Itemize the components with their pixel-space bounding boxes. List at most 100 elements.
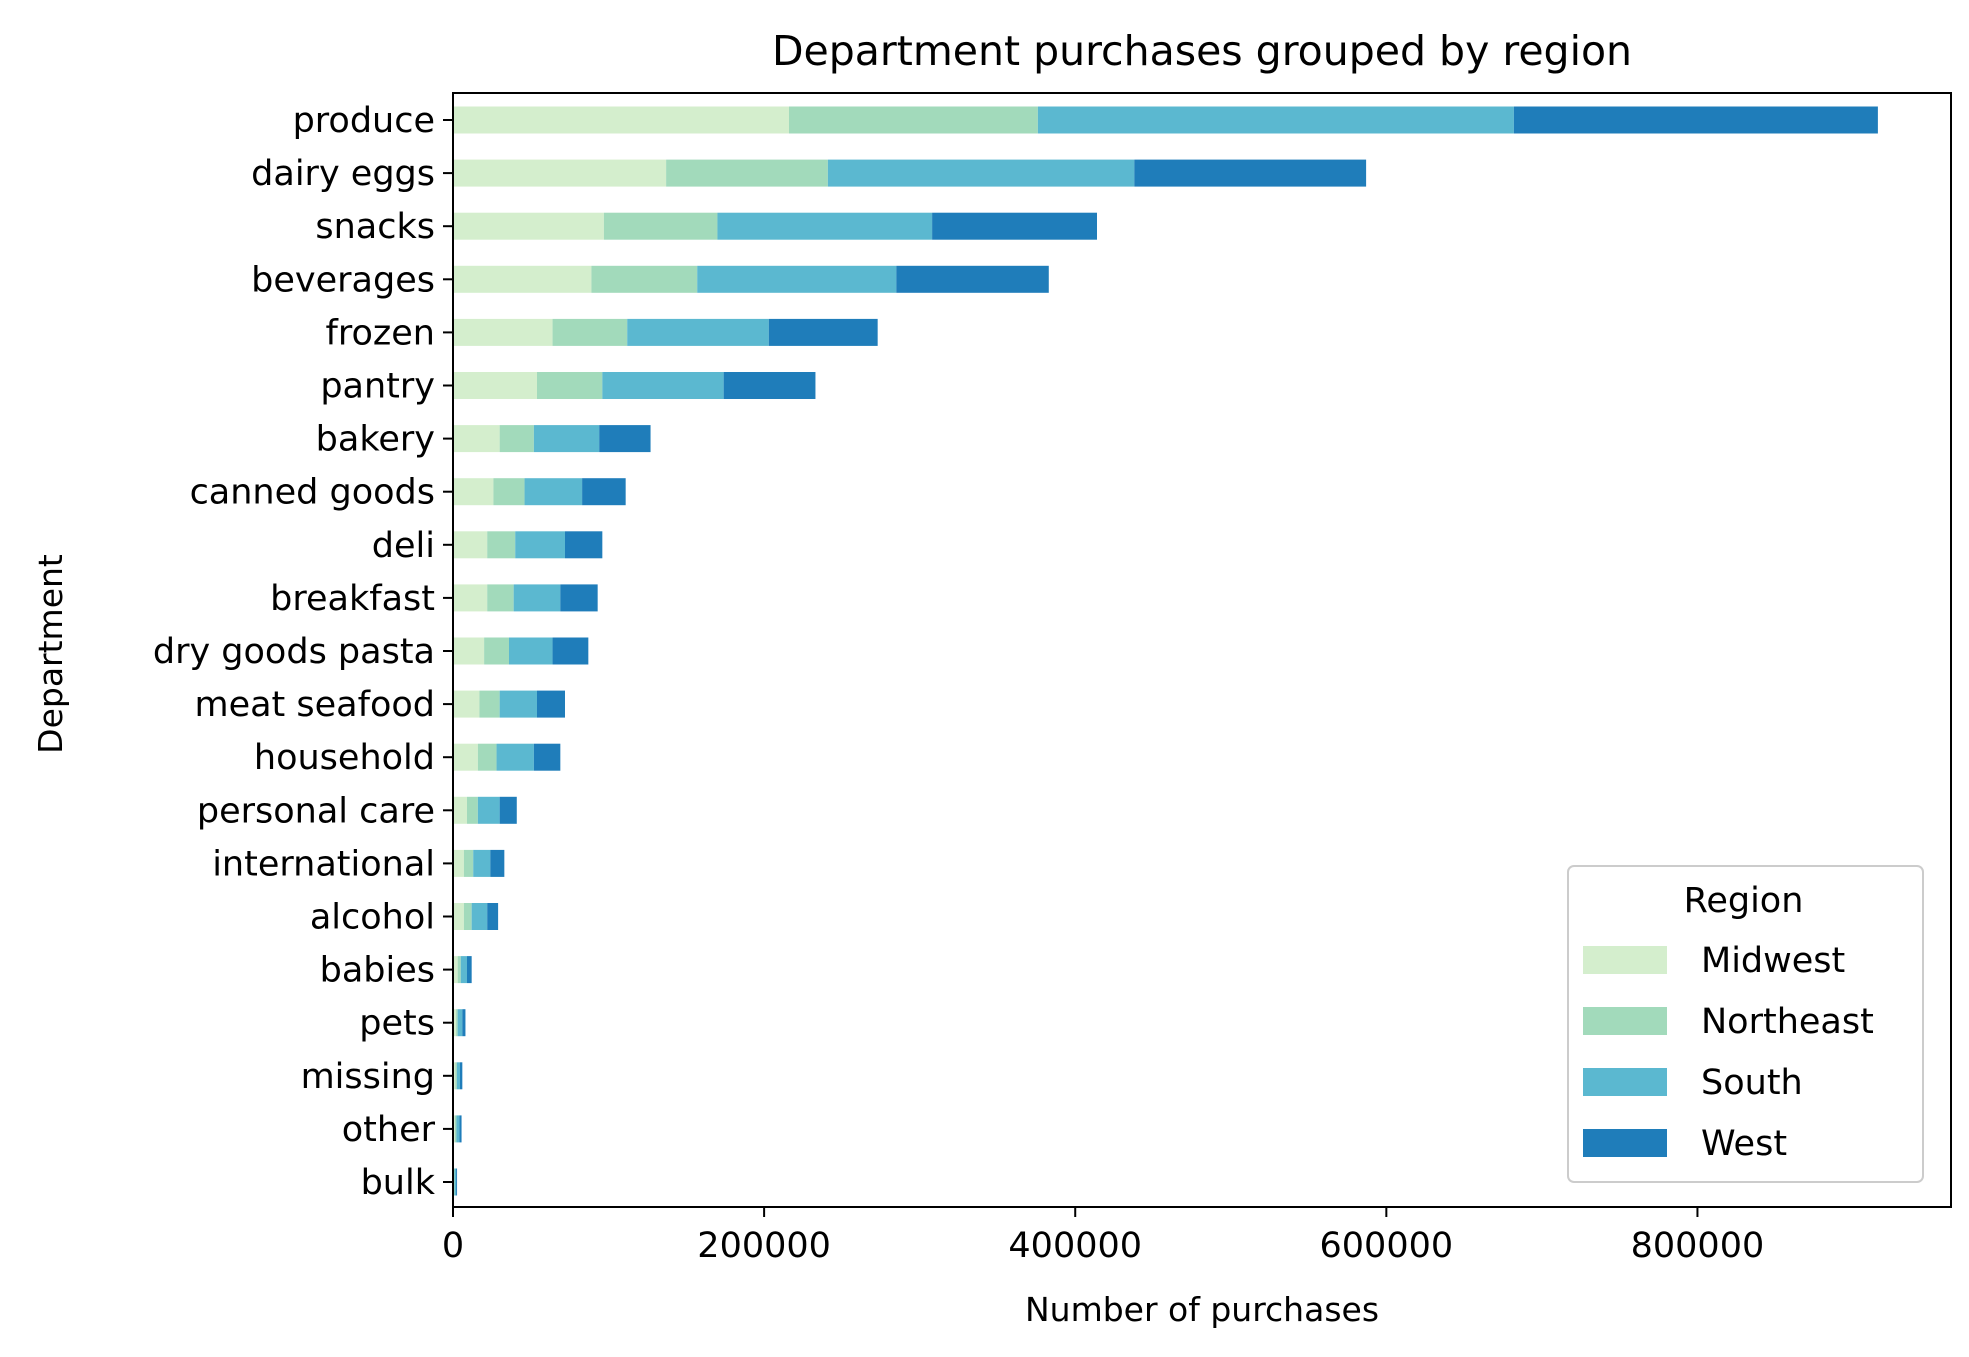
x-tick-label: 0: [442, 1226, 464, 1266]
bar-alcohol-northeast: [463, 903, 472, 930]
bar-breakfast-west: [560, 584, 598, 612]
bar-dry-goods-pasta-west: [552, 637, 589, 665]
bar-dry-goods-pasta-northeast: [484, 637, 509, 665]
bar-snacks-northeast: [603, 212, 718, 240]
bar-beverages-midwest: [453, 265, 592, 293]
bar-frozen-west: [768, 318, 878, 346]
chart-title: Department purchases grouped by region: [772, 27, 1632, 75]
bar-international-west: [490, 849, 505, 877]
y-tick-label: international: [212, 844, 435, 884]
bar-meat-seafood-midwest: [453, 690, 480, 718]
legend-swatch-midwest: [1583, 946, 1667, 974]
legend: Region Midwest Northeast South West: [1567, 865, 1924, 1183]
legend-swatch-south: [1583, 1068, 1667, 1096]
y-axis-label: Department: [31, 554, 70, 754]
bar-deli-west: [565, 531, 603, 559]
bar-produce-west: [1513, 106, 1878, 134]
x-axis-label: Number of purchases: [1025, 1290, 1379, 1329]
bar-personal-care-northeast: [467, 796, 478, 824]
legend-label-midwest: Midwest: [1701, 941, 1845, 981]
y-tick-label: produce: [293, 101, 435, 141]
bar-bulk-south: [454, 1168, 457, 1196]
bar-other-south: [456, 1115, 460, 1143]
y-tick-label: snacks: [315, 207, 435, 247]
bar-dairy-eggs-south: [827, 159, 1135, 187]
bar-other-west: [459, 1115, 462, 1143]
y-tick-label: dairy eggs: [251, 154, 435, 194]
y-tick-label: missing: [301, 1057, 435, 1097]
bar-frozen-northeast: [552, 318, 628, 346]
bar-bakery-south: [533, 425, 600, 453]
bar-breakfast-south: [513, 584, 561, 612]
bar-babies-northeast: [457, 956, 461, 984]
bar-missing-midwest: [453, 1062, 456, 1090]
legend-title: Region: [1684, 881, 1804, 921]
x-axis: 0 200000 400000 600000 800000: [442, 1207, 1764, 1266]
bar-beverages-northeast: [591, 265, 698, 293]
y-tick-label: canned goods: [190, 473, 435, 513]
y-tick-label: meat seafood: [194, 685, 435, 725]
bar-beverages-west: [896, 265, 1049, 293]
bar-pets-midwest: [453, 1009, 457, 1037]
bar-household-west: [533, 743, 561, 771]
x-tick-label: 400000: [1008, 1226, 1142, 1266]
bar-personal-care-midwest: [453, 796, 467, 824]
y-tick-label: deli: [372, 526, 435, 566]
bar-alcohol-midwest: [453, 903, 464, 930]
bar-personal-care-south: [477, 796, 500, 824]
y-tick-label: household: [254, 738, 435, 778]
plot-frame: [452, 92, 1952, 1208]
x-tick-label: 800000: [1631, 1226, 1765, 1266]
bars-layer: [453, 106, 1878, 1196]
bar-snacks-midwest: [453, 212, 604, 240]
bar-meat-seafood-west: [537, 690, 565, 718]
bar-breakfast-northeast: [487, 584, 514, 612]
y-tick-label: alcohol: [310, 898, 435, 938]
bar-canned-goods-west: [582, 478, 626, 506]
x-tick-label: 600000: [1320, 1226, 1454, 1266]
y-tick-label: frozen: [326, 313, 435, 353]
bar-bulk-northeast: [453, 1168, 455, 1196]
y-axis: produce dairy eggs snacks beverages frozen pa…: [153, 101, 453, 1203]
bar-pets-northeast: [456, 1009, 458, 1037]
bar-meat-seafood-northeast: [479, 690, 500, 718]
bar-pantry-northeast: [537, 372, 603, 399]
legend-swatch-west: [1583, 1129, 1667, 1157]
bar-personal-care-west: [499, 796, 517, 824]
legend-label-south: South: [1701, 1063, 1803, 1103]
bar-canned-goods-midwest: [453, 478, 494, 506]
y-tick-label: dry goods pasta: [153, 632, 435, 672]
x-tick-label: 200000: [697, 1226, 831, 1266]
bar-breakfast-midwest: [453, 584, 488, 612]
bar-international-northeast: [463, 849, 474, 877]
y-tick-label: other: [342, 1110, 436, 1150]
legend-label-northeast: Northeast: [1701, 1002, 1874, 1042]
bar-dairy-eggs-midwest: [453, 159, 667, 187]
bar-international-south: [473, 849, 491, 877]
y-tick-label: pets: [359, 1004, 435, 1044]
bar-bakery-midwest: [453, 425, 500, 453]
bar-produce-south: [1037, 106, 1514, 134]
bar-meat-seafood-south: [499, 690, 537, 718]
bar-pets-south: [457, 1009, 463, 1037]
bar-deli-northeast: [487, 531, 516, 559]
bar-deli-south: [515, 531, 565, 559]
legend-label-west: West: [1701, 1124, 1787, 1164]
bar-canned-goods-northeast: [493, 478, 525, 506]
legend-box: [1567, 865, 1924, 1183]
y-tick-label: bulk: [361, 1163, 436, 1203]
bar-pantry-midwest: [453, 372, 537, 399]
bar-babies-south: [460, 956, 467, 984]
bar-missing-south: [456, 1062, 460, 1090]
bar-snacks-south: [717, 212, 933, 240]
y-tick-label: breakfast: [270, 579, 435, 619]
y-tick-label: pantry: [320, 367, 435, 407]
bar-babies-west: [467, 956, 472, 984]
y-tick-label: personal care: [197, 791, 435, 831]
bar-dry-goods-pasta-south: [509, 637, 553, 665]
bar-bulk-west: [456, 1168, 458, 1196]
bar-beverages-south: [697, 265, 897, 293]
bar-missing-northeast: [455, 1062, 457, 1090]
bar-alcohol-south: [471, 903, 488, 930]
